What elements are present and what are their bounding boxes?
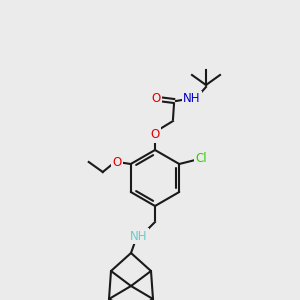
Text: O: O [112,155,122,169]
Text: O: O [150,128,160,142]
Text: NH: NH [183,92,201,106]
Text: Cl: Cl [195,152,207,166]
Text: NH: NH [130,230,148,242]
Text: O: O [152,92,160,106]
